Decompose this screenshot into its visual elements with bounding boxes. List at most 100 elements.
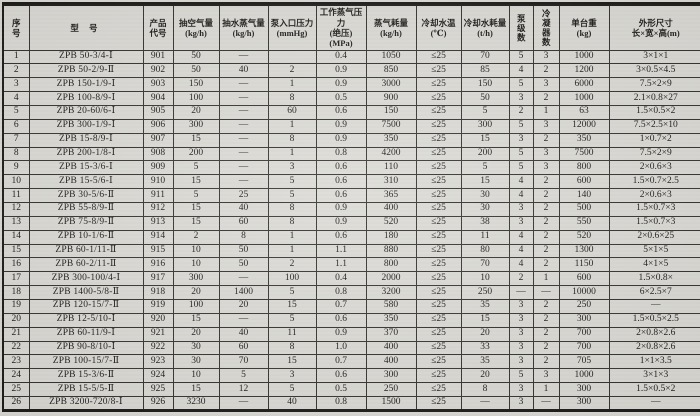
cell-pump-stages: 3 (508, 395, 534, 412)
cell-dimensions: 7.5×2×9 (608, 146, 700, 162)
cell-vapor-capacity: 50 (218, 243, 269, 259)
cell-inlet-pressure: 5 (267, 382, 317, 397)
col-header-steam-consumption: 蒸气耗量 (kg/h) (365, 3, 417, 51)
cell-model: ZPB 10-1/6-Ⅱ (28, 229, 144, 245)
cell-seq: 19 (2, 298, 30, 314)
cell-unit-weight: 12000 (558, 118, 610, 134)
table-row: 25 ZPB 15-5/5-Ⅱ 925 15 12 5 0.5 250 ≤25 8 3 1 300 1.5… (2, 382, 700, 397)
cell-model: ZPB 15-3/6-Ⅰ (28, 160, 144, 176)
cell-dimensions: 1.5×0.5×2 (608, 382, 700, 397)
cell-seq: 21 (2, 326, 30, 342)
cell-pump-stages: 3 (508, 354, 534, 370)
cell-working-steam-pressure: 0.9 (315, 63, 367, 79)
table-row: 10 ZPB 15-5/6-Ⅰ 910 15—5 0.6 310 ≤25 15 4 2 600 1.5… (2, 174, 700, 190)
cell-cooling-water-temp: ≤25 (415, 146, 462, 162)
cell-seq: 26 (2, 395, 30, 412)
table-row: 2 ZPB 50-2/9-Ⅱ 902 50 40 2 0.9 850 ≤25 85 4 2 1200 3×… (2, 63, 700, 79)
table-row: 11 ZPB 30-5/6-Ⅱ 911 5 25 5 0.6 365 ≤25 30 4 2 140 2×0… (2, 188, 700, 203)
cell-cooling-water-temp: ≤25 (415, 91, 462, 106)
cell-cooling-water-temp: ≤25 (415, 285, 462, 300)
cell-working-steam-pressure: 0.6 (315, 312, 367, 328)
cell-working-steam-pressure: 1.1 (315, 243, 367, 259)
cell-working-steam-pressure: 0.6 (315, 174, 367, 190)
cell-steam-consumption: 350 (365, 312, 417, 328)
table-row: 15 ZPB 60-1/11-Ⅱ 915 10 50 1 1.1 880 ≤25 80 4 2 1300… (2, 243, 700, 259)
cell-vapor-capacity: 1400 (218, 285, 269, 300)
cell-dimensions: 1.5×0.7×2.5 (608, 174, 700, 190)
cell-cooling-water-temp: ≤25 (415, 49, 462, 65)
cell-seq: 22 (2, 340, 30, 356)
cell-cooling-water-temp: ≤25 (415, 312, 462, 328)
cell-inlet-pressure: 11 (267, 326, 317, 342)
cell-seq: 12 (2, 201, 30, 217)
cell-inlet-pressure: 1 (267, 118, 317, 134)
cell-inlet-pressure (267, 49, 317, 65)
table-row: 23 ZPB 100-15/7-Ⅱ 923 30 70 15 0.7 400 ≤25 35 3 2 70… (2, 354, 700, 370)
col-header-working-steam-pressure: 工作蒸气压力 (绝压) (MPa) (315, 3, 367, 51)
table-row: 3 ZPB 150-1/9-Ⅰ 903 150—1 0.9 3000 ≤25 150 5 3 600… (2, 77, 700, 93)
cell-pump-stages: 3 (508, 382, 534, 397)
cell-working-steam-pressure: 0.4 (315, 271, 367, 287)
cell-cooling-water-consumption: 15 (460, 174, 510, 190)
condenser-count-vertical-label: 冷凝器数 (541, 8, 552, 47)
cell-unit-weight: 250 (558, 298, 610, 314)
cell-working-steam-pressure: 0.7 (315, 298, 367, 314)
cell-model: ZPB 300-1/9-Ⅰ (28, 118, 144, 134)
cell-seq: 3 (2, 77, 30, 93)
cell-working-steam-pressure: 0.9 (315, 118, 367, 134)
cell-seq: 17 (2, 271, 30, 287)
cell-condenser-count: 2 (532, 132, 560, 148)
cell-cooling-water-temp: ≤25 (415, 395, 462, 412)
cell-dimensions: 1×0.7×2 (608, 132, 700, 148)
cell-model: ZPB 20-60/6-Ⅰ (28, 104, 144, 120)
cell-model: ZPB 120-15/7-Ⅱ (28, 298, 144, 314)
cell-steam-consumption: 900 (365, 91, 417, 106)
cell-inlet-pressure: 15 (267, 298, 317, 314)
cell-vapor-capacity: 40 (218, 63, 269, 79)
cell-steam-consumption: 310 (365, 174, 417, 190)
cell-condenser-count: 3 (532, 118, 560, 134)
cell-working-steam-pressure: 1.1 (315, 257, 367, 273)
cell-steam-consumption: 800 (365, 257, 417, 273)
cell-vapor-capacity: 60 (218, 215, 269, 231)
cell-steam-consumption: 350 (365, 132, 417, 148)
cell-unit-weight: 1000 (558, 49, 610, 65)
cell-air-capacity: 50 (172, 63, 220, 79)
cell-unit-weight: 1000 (558, 91, 610, 106)
cell-dimensions: 3×1×3 (608, 368, 700, 384)
cell-code: 924 (142, 368, 174, 384)
col-header-cooling-water-temp: 冷却水温 (℃) (415, 3, 462, 51)
cell-inlet-pressure: 3 (267, 368, 317, 384)
col-header-cooling-water-consumption: 冷却水耗量 (t/h) (460, 3, 510, 51)
cell-inlet-pressure: 8 (267, 340, 317, 356)
cell-vapor-capacity: — (218, 395, 269, 412)
cell-vapor-capacity: 20 (218, 298, 269, 314)
cell-seq: 8 (2, 146, 30, 162)
cell-steam-consumption: 4200 (365, 146, 417, 162)
cell-working-steam-pressure: 0.8 (315, 146, 367, 162)
cell-vapor-capacity: — (218, 146, 269, 162)
cell-code: 914 (142, 229, 174, 245)
cell-condenser-count: 2 (532, 340, 560, 356)
cell-cooling-water-temp: ≤25 (415, 257, 462, 273)
cell-condenser-count: 2 (532, 63, 560, 79)
cell-pump-stages: 5 (508, 118, 534, 134)
cell-working-steam-pressure: 0.9 (315, 215, 367, 231)
cell-cooling-water-consumption: 80 (460, 243, 510, 259)
cell-air-capacity: 5 (172, 160, 220, 176)
cell-working-steam-pressure: 1.0 (315, 340, 367, 356)
cell-steam-consumption: 400 (365, 354, 417, 370)
cell-cooling-water-consumption: 35 (460, 354, 510, 370)
cell-dimensions: 3×0.5×4.5 (608, 63, 700, 79)
cell-model: ZPB 200-1/8-Ⅰ (28, 146, 144, 162)
cell-steam-consumption: 180 (365, 229, 417, 245)
cell-working-steam-pressure: 0.9 (315, 77, 367, 93)
cell-working-steam-pressure: 0.6 (315, 104, 367, 120)
cell-unit-weight: 300 (558, 382, 610, 397)
cell-steam-consumption: 1500 (365, 395, 417, 412)
cell-model: ZPB 75-8/9-Ⅱ (28, 215, 144, 231)
cell-model: ZPB 100-15/7-Ⅱ (28, 354, 144, 370)
cell-code: 912 (142, 201, 174, 217)
cell-code: 923 (142, 354, 174, 370)
cell-model: ZPB 12-5/10-Ⅰ (28, 312, 144, 328)
